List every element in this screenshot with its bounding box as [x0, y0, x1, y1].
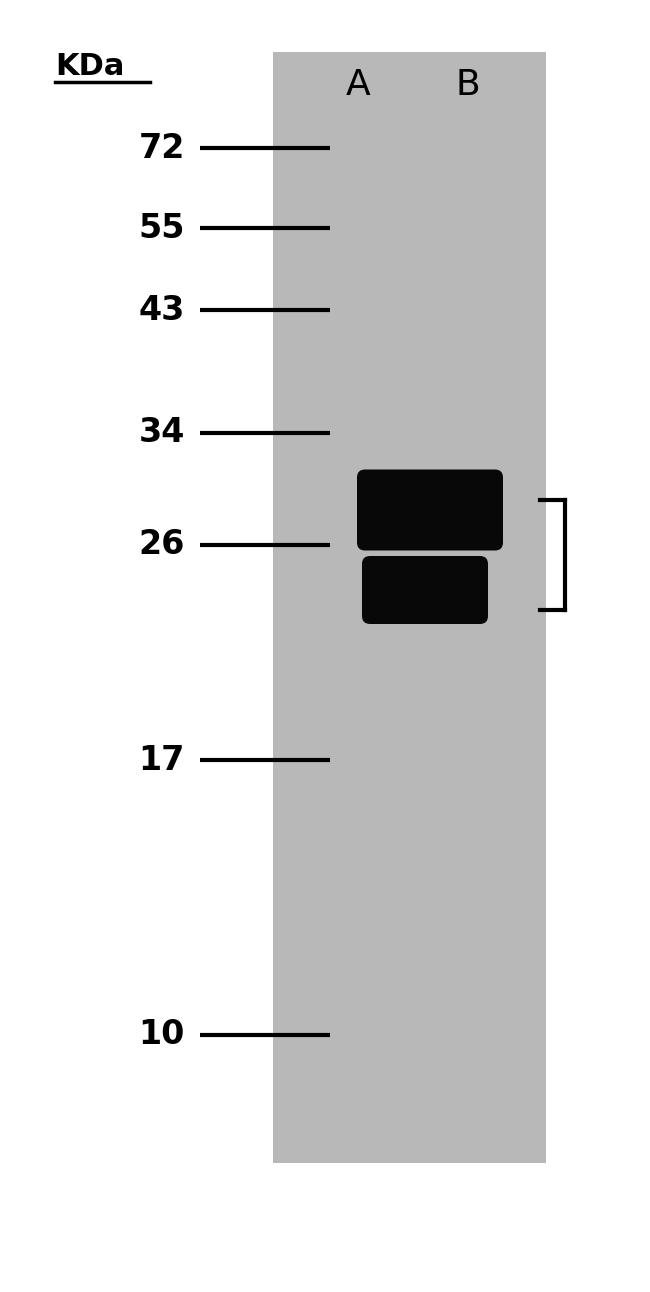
Bar	[273, 52, 546, 1163]
Text: B: B	[456, 68, 480, 102]
FancyBboxPatch shape	[357, 469, 503, 550]
FancyBboxPatch shape	[362, 556, 488, 624]
Text: 55: 55	[138, 212, 185, 244]
Text: 17: 17	[138, 743, 185, 776]
Text: 26: 26	[138, 528, 185, 562]
Text: A: A	[346, 68, 370, 102]
Text: 34: 34	[138, 416, 185, 450]
Text: 10: 10	[138, 1018, 185, 1052]
Text: 72: 72	[138, 132, 185, 164]
Text: 43: 43	[138, 293, 185, 327]
Text: KDa: KDa	[55, 52, 124, 81]
